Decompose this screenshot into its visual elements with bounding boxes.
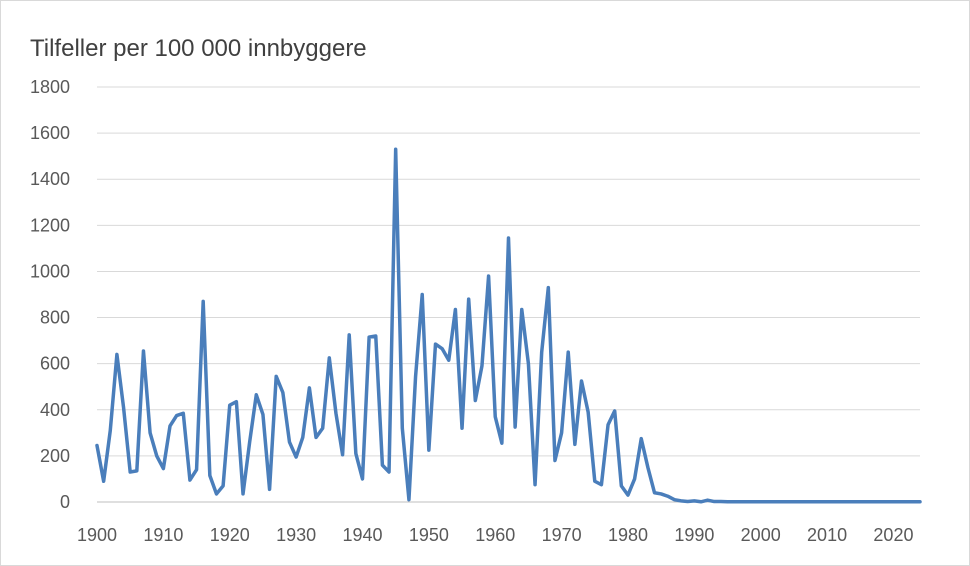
series-group xyxy=(95,147,922,504)
y-tick-label: 600 xyxy=(40,354,70,374)
y-tick-label: 1000 xyxy=(30,261,70,281)
x-tick-label: 1920 xyxy=(210,525,250,545)
x-tick-labels: 1900 1910 1920 1930 1940 1950 1960 1970 1980 1990… xyxy=(77,525,913,545)
y-tick-label: 1800 xyxy=(30,77,70,97)
x-tick-label: 1960 xyxy=(475,525,515,545)
x-tick-label: 2020 xyxy=(873,525,913,545)
y-axis-label: Tilfeller per 100 000 innbyggere xyxy=(30,35,367,62)
y-tick-label: 1200 xyxy=(30,215,70,235)
x-tick-label: 1990 xyxy=(674,525,714,545)
x-tick-label: 1940 xyxy=(342,525,382,545)
series-line-0 xyxy=(95,147,922,504)
grid-lines xyxy=(97,86,920,457)
y-tick-label: 800 xyxy=(40,308,70,328)
y-tick-label: 1400 xyxy=(30,169,70,189)
x-tick-label: 1910 xyxy=(143,525,183,545)
y-tick-label: 400 xyxy=(40,400,70,420)
y-tick-label: 200 xyxy=(40,446,70,466)
x-tick-label: 2000 xyxy=(741,525,781,545)
x-tick-label: 1900 xyxy=(77,525,117,545)
y-tick-label: 0 xyxy=(60,492,70,512)
x-tick-label: 1950 xyxy=(409,525,449,545)
x-tick-label: 2010 xyxy=(807,525,847,545)
x-tick-label: 1970 xyxy=(542,525,582,545)
x-tick-label: 1980 xyxy=(608,525,648,545)
x-tick-label: 1930 xyxy=(276,525,316,545)
y-tick-labels: 0 200 400 600 800 1000 1200 1400 1600 1800 xyxy=(30,77,70,512)
y-tick-label: 1600 xyxy=(30,123,70,143)
